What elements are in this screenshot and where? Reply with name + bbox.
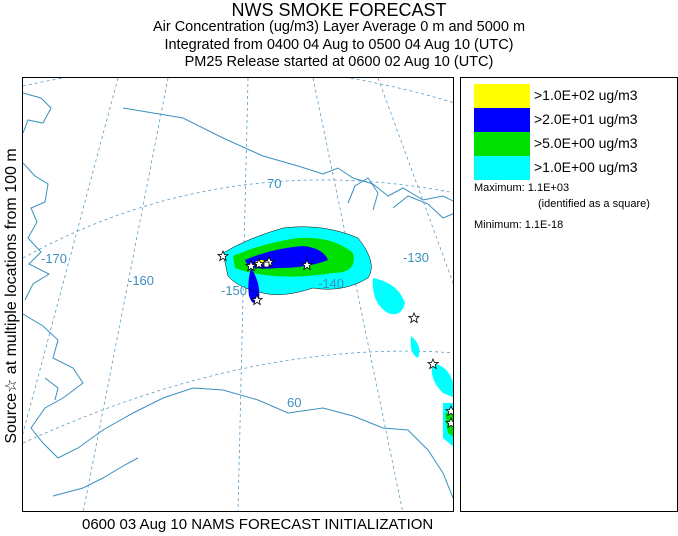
map-svg: -170 -160 -150 -140 -130 70 60 <box>23 78 453 511</box>
maximum-square-icon <box>263 261 270 268</box>
legend-swatch <box>474 156 530 180</box>
lat-label: 70 <box>267 176 281 191</box>
grid-labels: -170 -160 -150 -140 -130 70 60 <box>41 176 429 410</box>
source-star-icon <box>407 311 421 324</box>
smoke-plume <box>222 226 453 447</box>
source-star-icon <box>250 293 264 306</box>
legend-swatch <box>474 108 530 132</box>
legend-label: >1.0E+00 ug/m3 <box>534 159 638 175</box>
legend-label: >5.0E+00 ug/m3 <box>534 135 638 151</box>
lon-label: -150 <box>221 283 247 298</box>
source-star-icon <box>426 357 440 370</box>
title-main: NWS SMOKE FORECAST <box>231 0 447 20</box>
legend-swatch <box>474 132 530 156</box>
lat-label: 60 <box>287 395 301 410</box>
map-panel: -170 -160 -150 -140 -130 70 60 <box>22 77 454 512</box>
source-star-icon <box>444 404 453 417</box>
lon-label: -160 <box>128 273 154 288</box>
lon-label: -130 <box>403 250 429 265</box>
source-star-icon <box>216 249 230 262</box>
legend-panel: >1.0E+02 ug/m3 >2.0E+01 ug/m3 >5.0E+00 u… <box>460 77 678 512</box>
maximum-note: (identified as a square) <box>538 198 650 210</box>
source-label-text: Source☆ at multiple locations from 100 m <box>3 147 20 444</box>
source-star-icon <box>244 259 258 272</box>
legend-swatch <box>474 84 530 108</box>
legend-label: >2.0E+01 ug/m3 <box>534 111 638 127</box>
source-star-icon <box>444 416 453 429</box>
minimum-value: Minimum: 1.1E-18 <box>474 219 564 231</box>
lon-label: -140 <box>318 276 344 291</box>
source-markers <box>216 249 453 429</box>
source-star-icon <box>252 257 266 270</box>
graticule <box>23 78 453 511</box>
title-layer: Air Concentration (ug/m3) Layer Average … <box>152 19 526 35</box>
maximum-value: Maximum: 1.1E+03 <box>474 182 570 194</box>
footer-initialization: 0600 03 Aug 10 NAMS FORECAST INITIALIZAT… <box>82 516 434 533</box>
title-integration: Integrated from 0400 04 Aug to 0500 04 A… <box>164 37 514 53</box>
source-label: Source☆ at multiple locations from 100 m <box>0 77 22 514</box>
coastline <box>23 92 453 499</box>
legend-label: >1.0E+02 ug/m3 <box>534 87 638 103</box>
source-star-icon <box>300 258 314 271</box>
title-release: PM25 Release started at 0600 02 Aug 10 (… <box>184 54 494 70</box>
lon-label: -170 <box>41 251 67 266</box>
